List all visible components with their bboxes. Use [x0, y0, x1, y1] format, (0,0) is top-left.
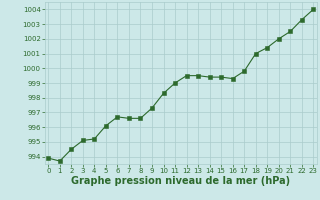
X-axis label: Graphe pression niveau de la mer (hPa): Graphe pression niveau de la mer (hPa): [71, 176, 290, 186]
